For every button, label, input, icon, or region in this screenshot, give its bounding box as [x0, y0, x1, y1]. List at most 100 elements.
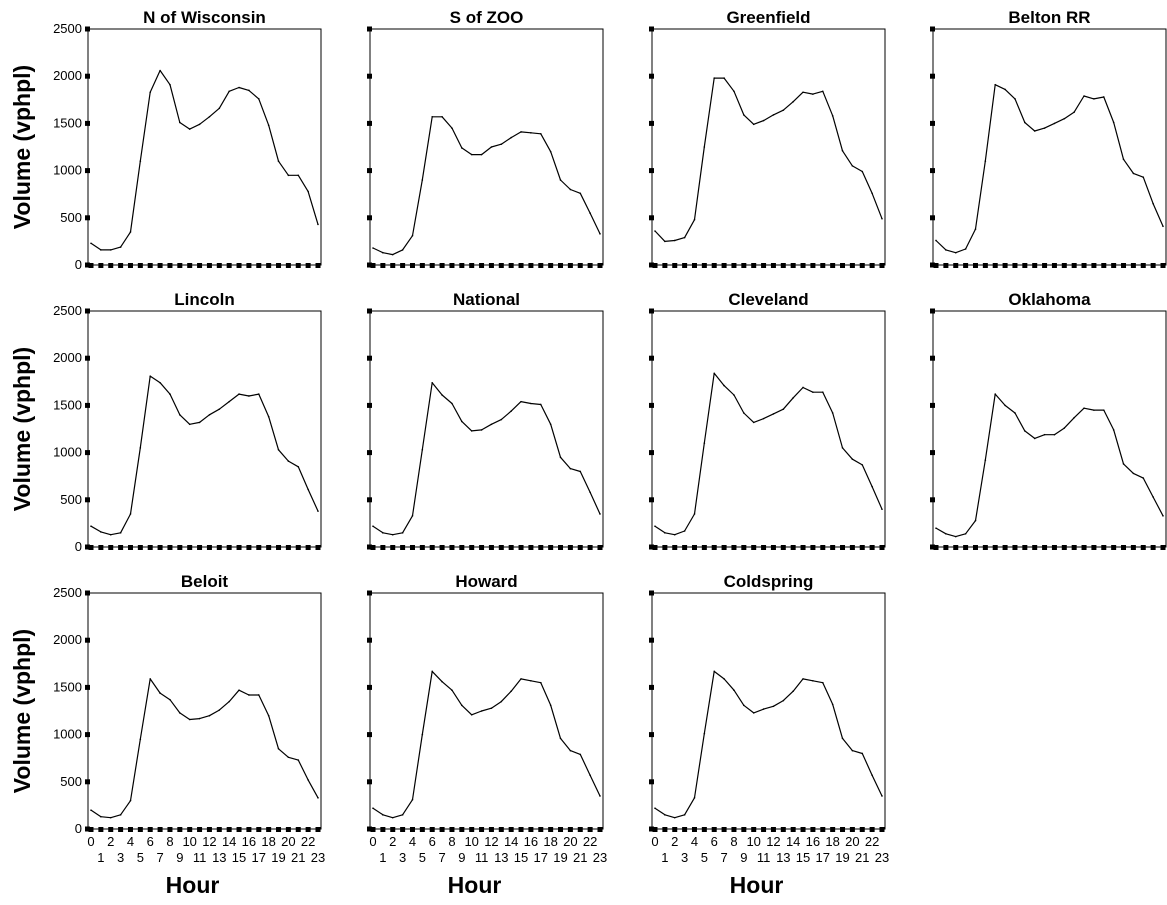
x-tick-label: 13	[494, 850, 508, 865]
x-tick	[691, 827, 697, 832]
data-point	[1093, 409, 1095, 411]
data-point	[1043, 127, 1046, 129]
chart-panel: Greenfield	[649, 8, 886, 268]
data-point	[1112, 429, 1115, 431]
x-tick-label: 16	[806, 834, 820, 849]
x-tick	[879, 827, 885, 832]
y-tick	[85, 262, 90, 268]
data-point	[1132, 472, 1135, 475]
x-tick	[508, 827, 514, 832]
y-tick	[930, 168, 935, 174]
data-point	[218, 107, 221, 110]
y-tick	[85, 544, 90, 550]
data-point	[1083, 407, 1085, 410]
x-tick	[820, 545, 826, 550]
x-tick	[567, 263, 573, 268]
plot-frame	[932, 28, 1167, 266]
x-tick	[305, 827, 311, 832]
x-tick	[226, 827, 232, 832]
x-tick	[577, 545, 583, 550]
x-tick-label: 9	[458, 850, 465, 865]
chart-panel: Lincoln 0 500 1000 1500 2000 2500	[53, 290, 322, 554]
data-point	[307, 190, 309, 193]
x-tick-label: 3	[117, 850, 124, 865]
x-tick	[449, 827, 455, 832]
plot-frame	[87, 310, 322, 548]
data-point	[391, 816, 394, 819]
y-axis-title: Volume (vphpl)	[9, 65, 35, 229]
data-point	[530, 679, 532, 682]
x-tick	[1012, 545, 1018, 550]
x-tick	[840, 263, 846, 268]
x-tick	[652, 545, 658, 550]
data-point	[1024, 121, 1026, 124]
data-point	[257, 98, 260, 100]
series-line	[90, 69, 319, 251]
data-point	[510, 410, 512, 412]
x-tick-label: 22	[301, 834, 315, 849]
y-tick-label: 2500	[53, 303, 82, 318]
x-tick	[256, 263, 262, 268]
data-point	[520, 400, 522, 403]
y-tick	[85, 684, 90, 690]
x-tick	[177, 827, 183, 832]
x-tick	[236, 827, 242, 832]
y-tick	[367, 355, 372, 361]
data-point	[984, 160, 987, 162]
data-point	[267, 415, 270, 418]
plot-frame	[651, 592, 886, 830]
x-tick	[187, 545, 193, 550]
x-tick	[409, 545, 415, 550]
data-point	[559, 179, 562, 181]
x-tick-label: 13	[212, 850, 226, 865]
y-tick-label: 0	[75, 821, 82, 836]
data-point	[589, 212, 591, 214]
y-tick	[649, 590, 654, 596]
data-point	[267, 124, 270, 127]
data-point	[238, 393, 240, 395]
x-tick	[672, 263, 678, 268]
y-tick	[649, 826, 654, 832]
data-point	[530, 402, 532, 405]
x-tick	[972, 263, 978, 268]
data-point	[599, 513, 601, 515]
x-tick	[285, 827, 291, 832]
data-point	[297, 759, 300, 761]
data-point	[579, 753, 582, 756]
data-point	[109, 249, 112, 251]
x-tick	[488, 827, 494, 832]
x-tick	[137, 263, 143, 268]
x-tick	[1012, 263, 1018, 268]
data-point	[1162, 515, 1164, 517]
data-point	[382, 814, 384, 816]
data-point	[851, 749, 854, 752]
data-point	[267, 714, 270, 717]
x-tick	[479, 827, 485, 832]
data-point	[198, 421, 201, 424]
data-point	[530, 132, 532, 134]
data-point	[579, 470, 582, 473]
x-tick	[567, 827, 573, 832]
x-tick	[1022, 263, 1028, 268]
x-tick-label: 1	[97, 850, 104, 865]
data-point	[500, 700, 503, 703]
x-tick	[859, 827, 865, 832]
x-tick	[108, 263, 114, 268]
x-tick	[869, 263, 875, 268]
data-point	[159, 69, 161, 72]
x-tick-label: 11	[757, 850, 771, 865]
data-point	[401, 249, 404, 251]
series-line	[372, 670, 601, 819]
y-tick	[649, 73, 654, 79]
y-tick-label: 1500	[53, 679, 82, 694]
x-tick	[469, 263, 475, 268]
x-tick	[790, 263, 796, 268]
data-point	[372, 525, 374, 528]
data-point	[831, 412, 834, 414]
data-point	[1073, 416, 1075, 419]
data-point	[248, 694, 250, 696]
y-tick	[930, 355, 935, 361]
x-tick	[691, 545, 697, 550]
x-tick	[597, 263, 603, 268]
data-point	[470, 430, 473, 432]
